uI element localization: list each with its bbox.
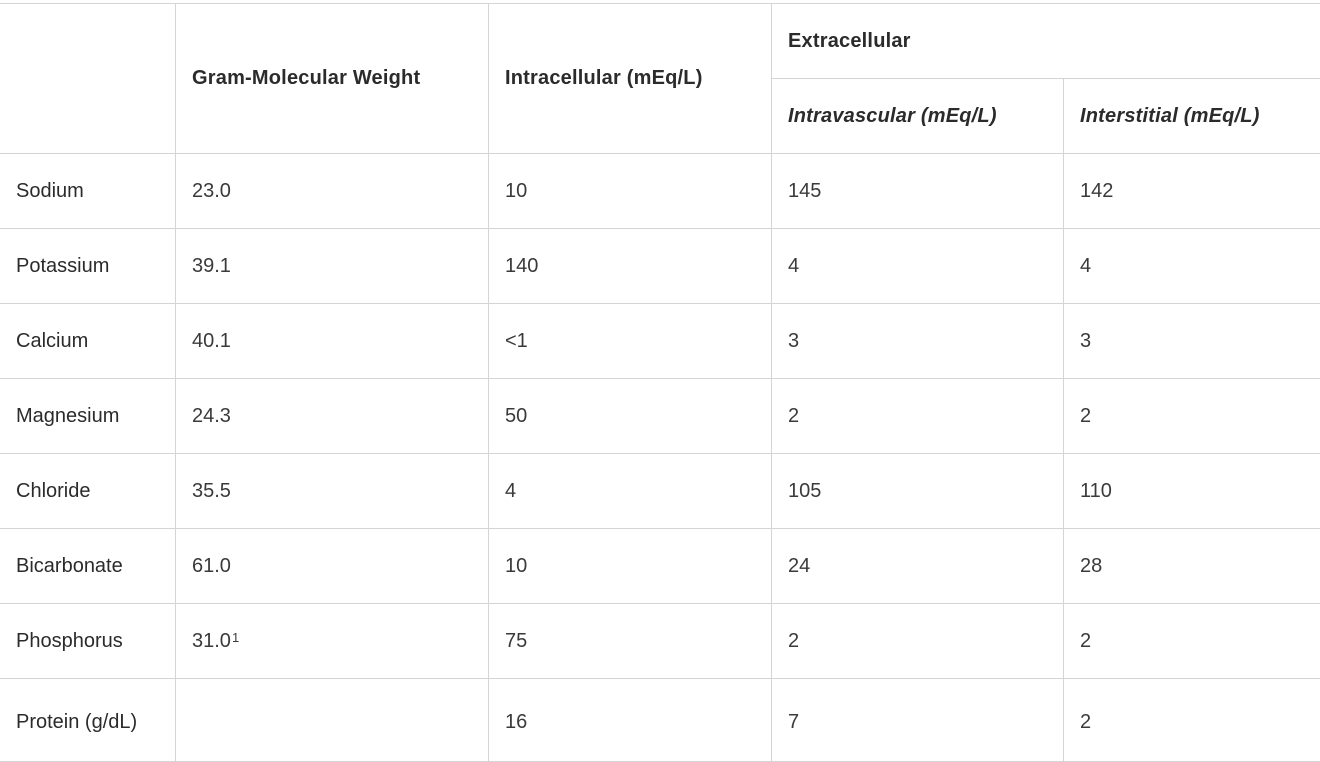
table-row: Bicarbonate 61.0 10 24 28 — [0, 529, 1320, 604]
header-row-top: Gram-Molecular Weight Intracellular (mEq… — [0, 4, 1320, 79]
row-label: Calcium — [0, 304, 176, 379]
table-row: Magnesium 24.3 50 2 2 — [0, 379, 1320, 454]
cell-gram-molecular-weight: 24.3 — [176, 379, 489, 454]
header-intracellular: Intracellular (mEq/L) — [489, 4, 772, 154]
row-label: Potassium — [0, 229, 176, 304]
cell-gram-molecular-weight — [176, 679, 489, 762]
cell-intracellular: 10 — [489, 154, 772, 229]
row-label: Bicarbonate — [0, 529, 176, 604]
cell-intracellular: 16 — [489, 679, 772, 762]
cell-gram-molecular-weight: 39.1 — [176, 229, 489, 304]
corner-header — [0, 4, 176, 154]
cell-interstitial: 4 — [1064, 229, 1320, 304]
cell-intravascular: 2 — [772, 379, 1064, 454]
cell-interstitial: 28 — [1064, 529, 1320, 604]
cell-interstitial: 2 — [1064, 379, 1320, 454]
cell-interstitial: 110 — [1064, 454, 1320, 529]
cell-gram-molecular-weight: 35.5 — [176, 454, 489, 529]
row-label: Phosphorus — [0, 604, 176, 679]
cell-gram-molecular-weight: 40.1 — [176, 304, 489, 379]
cell-intracellular: 75 — [489, 604, 772, 679]
cell-intravascular: 145 — [772, 154, 1064, 229]
row-label: Chloride — [0, 454, 176, 529]
table-row: Phosphorus 31.01 75 2 2 — [0, 604, 1320, 679]
row-label: Magnesium — [0, 379, 176, 454]
cell-intracellular: <1 — [489, 304, 772, 379]
cell-interstitial: 142 — [1064, 154, 1320, 229]
electrolyte-table: Gram-Molecular Weight Intracellular (mEq… — [0, 3, 1320, 762]
cell-interstitial: 2 — [1064, 679, 1320, 762]
table-row: Chloride 35.5 4 105 110 — [0, 454, 1320, 529]
cell-intravascular: 4 — [772, 229, 1064, 304]
cell-intracellular: 140 — [489, 229, 772, 304]
table-row: Protein (g/dL) 16 7 2 — [0, 679, 1320, 762]
gmw-value: 31.0 — [192, 630, 231, 652]
header-interstitial: Interstitial (mEq/L) — [1064, 79, 1320, 154]
cell-intravascular: 24 — [772, 529, 1064, 604]
cell-intravascular: 2 — [772, 604, 1064, 679]
row-label: Sodium — [0, 154, 176, 229]
cell-interstitial: 3 — [1064, 304, 1320, 379]
header-intravascular: Intravascular (mEq/L) — [772, 79, 1064, 154]
row-label: Protein (g/dL) — [0, 679, 176, 762]
header-gram-molecular-weight: Gram-Molecular Weight — [176, 4, 489, 154]
cell-intracellular: 50 — [489, 379, 772, 454]
cell-intravascular: 105 — [772, 454, 1064, 529]
cell-intracellular: 4 — [489, 454, 772, 529]
footnote-marker[interactable]: 1 — [232, 630, 239, 645]
table-row: Potassium 39.1 140 4 4 — [0, 229, 1320, 304]
cell-intravascular: 7 — [772, 679, 1064, 762]
cell-gram-molecular-weight: 23.0 — [176, 154, 489, 229]
header-extracellular: Extracellular — [772, 4, 1320, 79]
table-row: Sodium 23.0 10 145 142 — [0, 154, 1320, 229]
cell-gram-molecular-weight: 61.0 — [176, 529, 489, 604]
cell-interstitial: 2 — [1064, 604, 1320, 679]
cell-intracellular: 10 — [489, 529, 772, 604]
cell-gram-molecular-weight: 31.01 — [176, 604, 489, 679]
table-row: Calcium 40.1 <1 3 3 — [0, 304, 1320, 379]
cell-intravascular: 3 — [772, 304, 1064, 379]
